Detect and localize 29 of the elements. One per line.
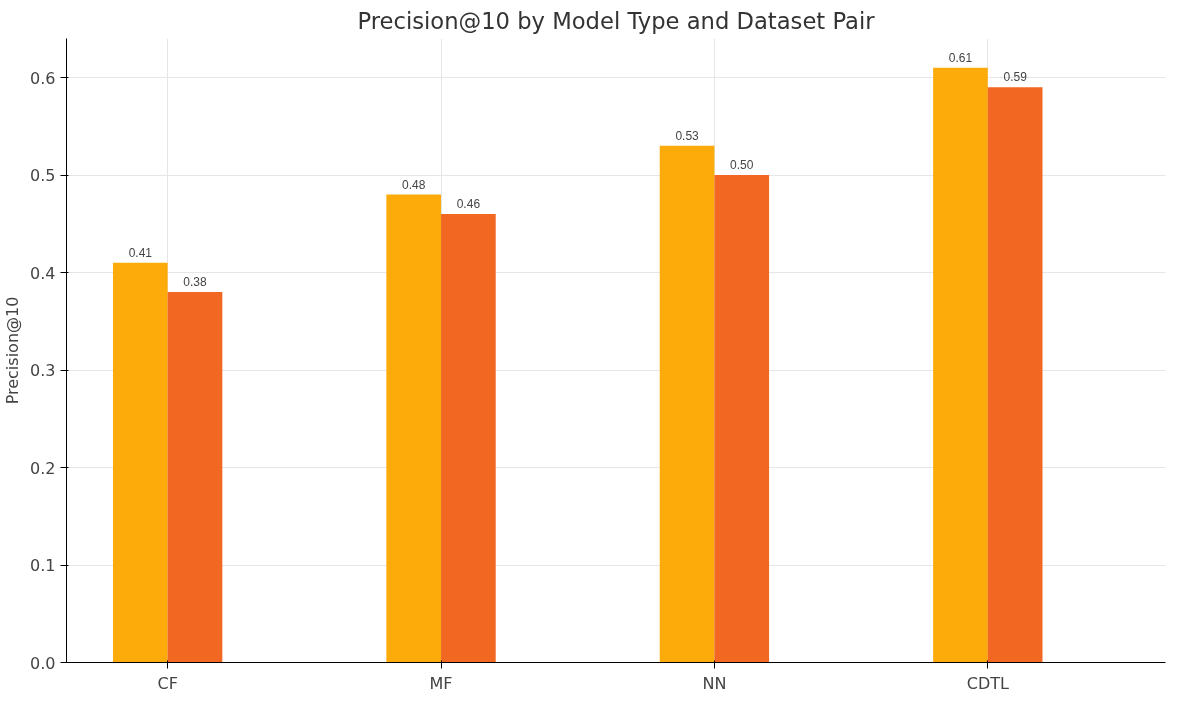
bar — [714, 175, 770, 663]
y-tick-label: 0.4 — [30, 263, 56, 283]
bar — [167, 292, 223, 663]
y-axis-title: Precision@10 — [3, 296, 23, 405]
y-tick-label: 0.2 — [30, 458, 56, 478]
data-label: 0.61 — [948, 50, 973, 65]
x-tick-label: CF — [157, 673, 178, 693]
y-tick-label: 0.5 — [30, 166, 56, 185]
y-tick-label: 0.3 — [30, 361, 56, 380]
x-tick-label: MF — [429, 673, 453, 693]
bar — [441, 214, 496, 663]
y-tick-label: 0.0 — [30, 653, 56, 673]
data-label: 0.46 — [456, 197, 481, 211]
data-label: 0.38 — [183, 275, 207, 289]
x-tick-label: CDTL — [966, 673, 1009, 693]
data-label: 0.53 — [675, 128, 700, 143]
y-tick-label: 0.6 — [30, 68, 56, 88]
data-label: 0.41 — [128, 245, 153, 260]
bar — [933, 67, 988, 663]
data-label: 0.48 — [402, 177, 426, 192]
data-label: 0.50 — [730, 158, 754, 172]
bar — [112, 262, 168, 663]
bar — [659, 145, 715, 663]
data-label: 0.59 — [1003, 70, 1028, 85]
x-tick-label: NN — [702, 673, 727, 693]
chart-title: Precision@10 by Model Type and Dataset Pair — [357, 7, 876, 34]
bar — [386, 194, 442, 663]
y-tick-label: 0.1 — [30, 556, 56, 575]
bar — [987, 87, 1043, 663]
